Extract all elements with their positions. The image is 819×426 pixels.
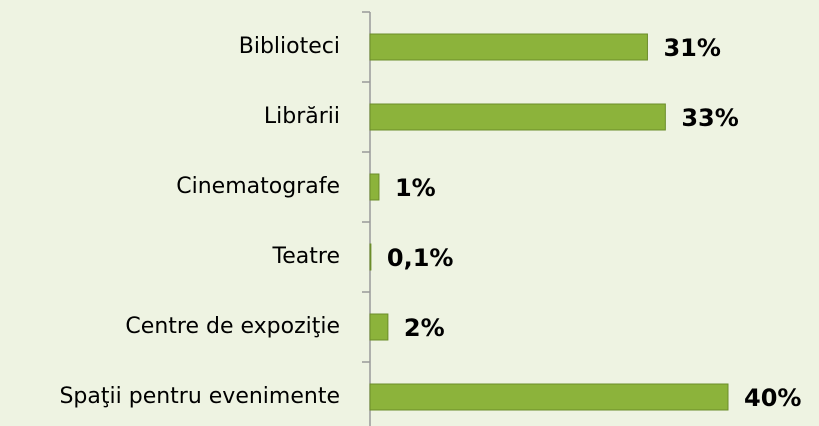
category-label: Cinematografe: [176, 174, 340, 199]
bar: [369, 173, 380, 201]
value-label: 40%: [744, 384, 801, 412]
category-label: Spaţii pentru evenimente: [59, 384, 340, 409]
value-label: 2%: [404, 314, 445, 342]
value-label: 0,1%: [387, 244, 454, 272]
category-label: Biblioteci: [239, 34, 340, 59]
category-label: Centre de expoziţie: [125, 314, 340, 339]
bar: [369, 243, 372, 271]
value-label: 31%: [663, 34, 720, 62]
value-label: 1%: [395, 174, 436, 202]
bar: [369, 33, 648, 61]
bar: [369, 313, 389, 341]
bar: [369, 103, 666, 131]
category-label: Teatre: [272, 244, 340, 269]
category-label: Librării: [264, 104, 340, 129]
bar: [369, 383, 729, 411]
value-label: 33%: [681, 104, 738, 132]
